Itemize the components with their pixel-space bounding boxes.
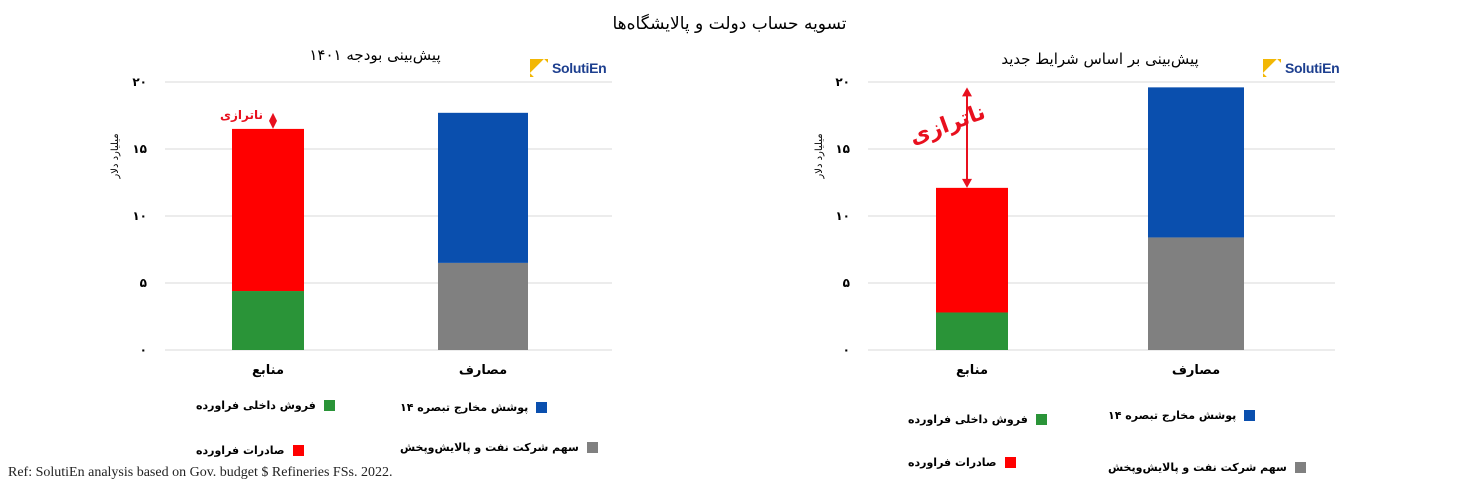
chart-title: پیش‌بینی بودجه ۱۴۰۱ xyxy=(309,46,441,64)
y-tick-label: ۵ xyxy=(140,276,147,290)
legend-label: سهم شرکت نفت و پالایش‌وپخش xyxy=(1108,461,1287,474)
chart-title: پیش‌بینی بر اساس شرایط جدید xyxy=(1001,50,1199,68)
legend-item-exports: صادرات فراورده xyxy=(196,444,304,457)
x-category-label: منابع xyxy=(956,363,988,378)
y-tick-label: ۲۰ xyxy=(132,75,147,89)
y-tick-label: ۰ xyxy=(140,343,147,357)
legend-label: فروش داخلی فراورده xyxy=(908,413,1028,426)
chart-canvas: ۰ ۵ ۱۰ ۱۵ ۲۰ میلیارد دلار منابع مصارف ناترازی xyxy=(814,75,1335,378)
main-title: تسویه حساب دولت و پالایشگاه‌ها xyxy=(612,14,847,34)
logo-icon xyxy=(530,59,548,77)
imbalance-label: ناترازی xyxy=(220,108,263,122)
legend-swatch xyxy=(323,400,335,411)
bar-segment-exports xyxy=(232,128,304,292)
solutien-logo: SolutiEn xyxy=(530,59,607,77)
y-tick-label: ۵ xyxy=(843,276,850,290)
legend-label: پوشش مخارج تبصره ۱۴ xyxy=(400,401,529,414)
y-tick-label: ۱۰ xyxy=(835,209,850,223)
legend-swatch xyxy=(536,402,548,413)
reference-note: Ref: SolutiEn analysis based on Gov. bud… xyxy=(8,465,393,480)
legend-item-article14: پوشش مخارج تبصره ۱۴ xyxy=(1108,409,1256,422)
legend-item-domestic-sales: فروش داخلی فراورده xyxy=(196,399,335,412)
y-axis-label: میلیارد دلار xyxy=(110,133,121,179)
imbalance-label: ناترازی xyxy=(906,100,989,150)
y-tick-label: ۲۰ xyxy=(835,75,850,89)
logo-text: SolutiEn xyxy=(1285,60,1340,76)
y-tick-label: ۱۰ xyxy=(132,209,147,223)
imbalance-arrow-head-top xyxy=(962,87,972,97)
bar-segment-article14 xyxy=(1148,87,1244,238)
bar-segment-exports xyxy=(936,187,1008,313)
legend-item-article14: پوشش مخارج تبصره ۱۴ xyxy=(400,401,548,414)
y-tick-label: ۰ xyxy=(843,343,850,357)
x-category-label: مصارف xyxy=(1172,363,1220,378)
bar-segment-article14 xyxy=(438,112,528,263)
y-axis-label: میلیارد دلار xyxy=(814,133,825,179)
legend-item-oil-share: سهم شرکت نفت و پالایش‌وپخش xyxy=(1108,461,1306,474)
legend-label: صادرات فراورده xyxy=(196,444,285,457)
bar-segment-oil_share xyxy=(438,262,528,350)
legend-swatch xyxy=(586,442,598,453)
legend-swatch xyxy=(1294,462,1306,473)
y-tick-label: ۱۵ xyxy=(132,142,147,156)
bar-segment-domestic_sales xyxy=(232,291,304,350)
y-tick-label: ۱۵ xyxy=(835,142,850,156)
legend-item-domestic-sales: فروش داخلی فراورده xyxy=(908,413,1047,426)
chart-panel-budget: پیش‌بینی بودجه ۱۴۰۱ SolutiEn ۰ ۵ ۱۰ ۱۵ ۲۰ میل… xyxy=(0,0,720,482)
legend-label: پوشش مخارج تبصره ۱۴ xyxy=(1108,409,1237,422)
imbalance-marker xyxy=(269,112,277,129)
bar-segment-domestic_sales xyxy=(936,312,1008,350)
solutien-logo: SolutiEn xyxy=(1263,59,1340,77)
legend-swatch xyxy=(1244,410,1256,421)
chart-canvas: ۰ ۵ ۱۰ ۱۵ ۲۰ میلیارد دلار منابع مصارف ناترازی xyxy=(110,75,612,378)
chart-panel-new-conditions: پیش‌بینی بر اساس شرایط جدید SolutiEn ۰ ۵ ۱… xyxy=(720,0,1440,482)
legend-label: صادرات فراورده xyxy=(908,456,997,469)
legend-swatch xyxy=(1035,414,1047,425)
legend-label: فروش داخلی فراورده xyxy=(196,399,316,412)
legend-label: سهم شرکت نفت و پالایش‌وپخش xyxy=(400,441,579,454)
logo-icon xyxy=(1263,59,1281,77)
bar-segment-oil_share xyxy=(1148,237,1244,350)
legend-item-oil-share: سهم شرکت نفت و پالایش‌وپخش xyxy=(400,441,598,454)
logo-text: SolutiEn xyxy=(552,60,607,76)
legend-item-exports: صادرات فراورده xyxy=(908,456,1016,469)
x-category-label: منابع xyxy=(252,363,284,378)
legend-swatch xyxy=(1004,457,1016,468)
x-category-label: مصارف xyxy=(459,363,507,378)
imbalance-arrow-head-bottom xyxy=(962,178,972,188)
legend-swatch xyxy=(292,445,304,456)
